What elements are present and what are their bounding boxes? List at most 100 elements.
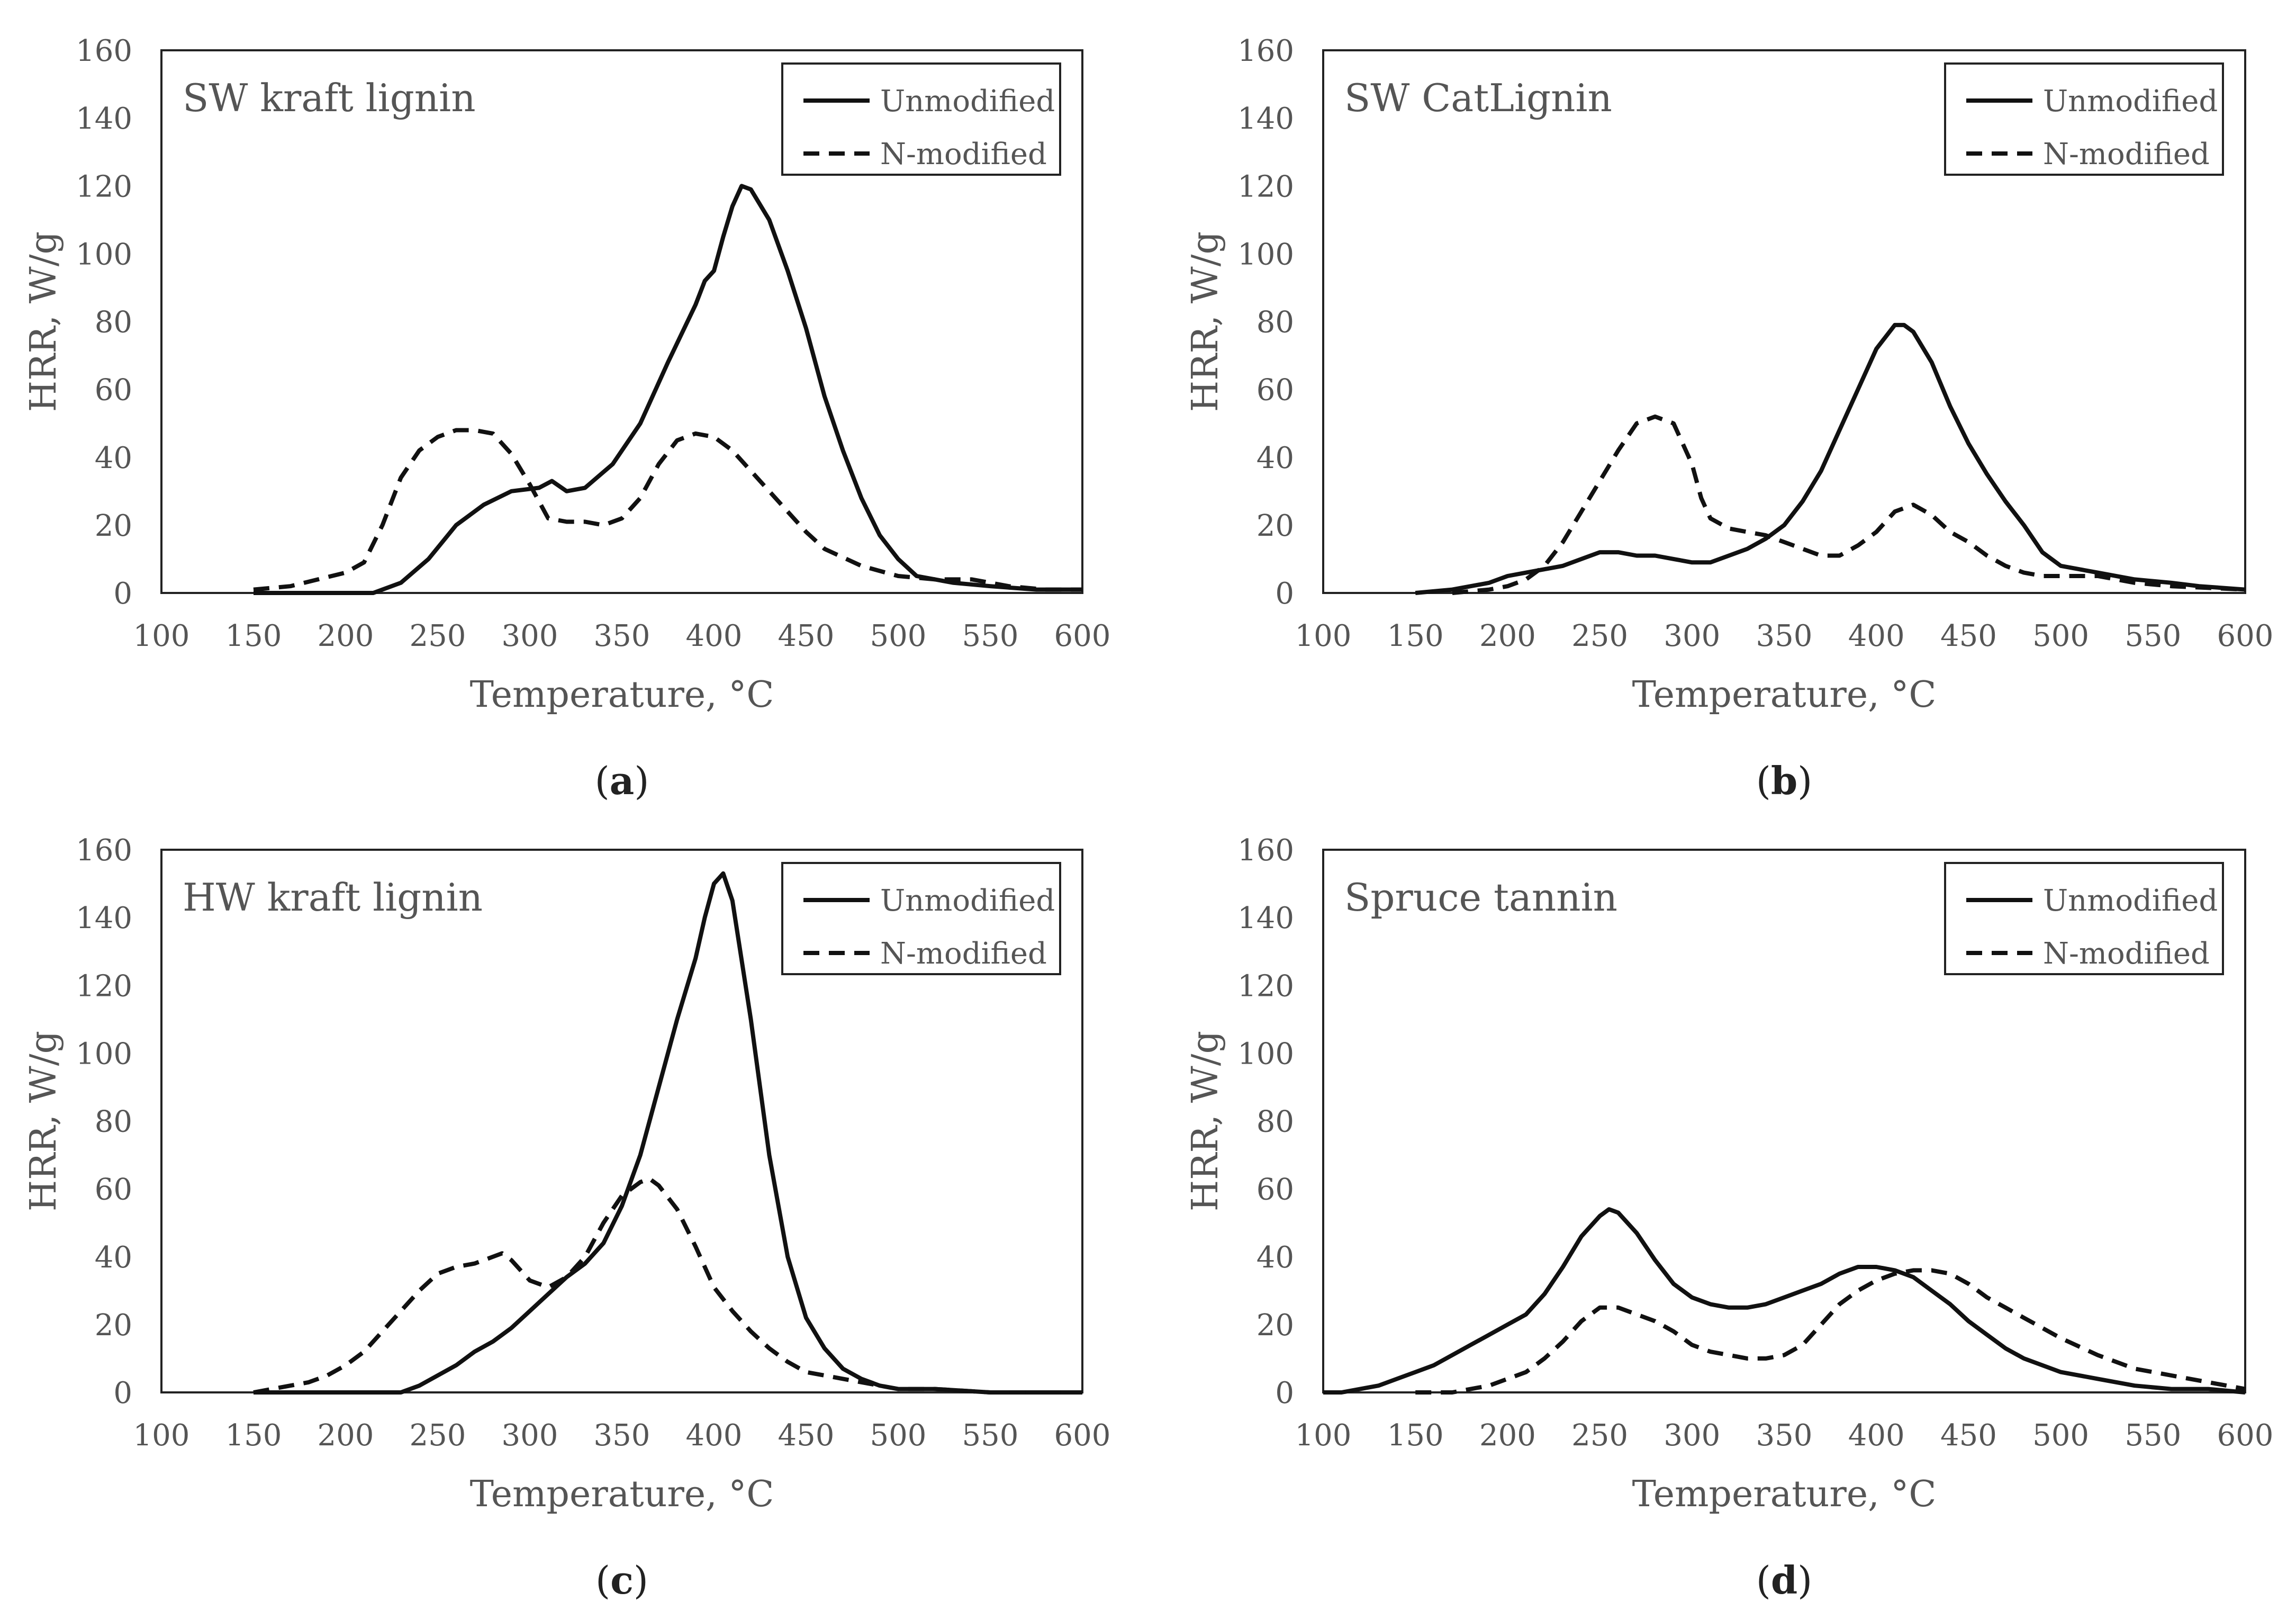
legend-entry: Unmodified (880, 84, 1055, 119)
panel-caption: (c) (595, 1558, 648, 1601)
chart-title: SW CatLignin (1344, 76, 1612, 120)
series-line-n-modified (253, 1176, 1082, 1395)
x-tick-label: 150 (225, 1418, 282, 1453)
y-tick-label: 60 (95, 373, 132, 408)
y-tick-label: 120 (76, 169, 132, 204)
series-line-n-modified (1452, 414, 2246, 595)
x-tick-label: 400 (1848, 619, 1905, 653)
y-tick-label: 20 (1257, 509, 1294, 543)
x-tick-label: 500 (2032, 619, 2089, 653)
x-tick-label: 600 (2217, 619, 2274, 653)
x-tick-label: 350 (1756, 1418, 1813, 1453)
x-tick-label: 300 (502, 619, 558, 653)
legend-box (781, 862, 1061, 975)
y-tick-label: 160 (76, 34, 132, 68)
x-tick-label: 600 (2217, 1418, 2274, 1453)
y-tick-label: 0 (113, 1376, 132, 1410)
chart-panel-b: 0 20 40 60 80 100 120 140 160 100 150 200 250 300 350 4… (1185, 34, 2273, 803)
x-tick-label: 350 (1756, 619, 1813, 653)
legend: Unmodified N-modified (1944, 862, 2224, 975)
x-tick-label: 400 (686, 619, 743, 653)
y-tick-label: 140 (76, 901, 132, 936)
x-tick-label: 250 (410, 1418, 466, 1453)
x-axis-label: Temperature, °C (1632, 1473, 1937, 1515)
y-tick-label: 160 (76, 833, 132, 868)
x-tick-label: 400 (686, 1418, 743, 1453)
y-tick-label: 20 (95, 509, 132, 543)
legend-entry: Unmodified (2043, 884, 2218, 918)
x-tick-label: 450 (1940, 619, 1997, 653)
x-axis-label: Temperature, °C (470, 674, 774, 716)
panel-letter: b (1771, 758, 1797, 803)
x-tick-label: 250 (1571, 619, 1628, 653)
y-axis-label: HRR, W/g (1185, 1031, 1226, 1211)
x-tick-label: 500 (870, 619, 927, 653)
x-tick-label: 550 (2125, 1418, 2181, 1453)
y-tick-label: 0 (113, 577, 132, 611)
chart-title: SW kraft lignin (183, 76, 476, 120)
series-line-n-modified (253, 428, 1082, 592)
x-tick-label: 550 (962, 619, 1019, 653)
series-line-n-modified (1415, 1268, 2246, 1395)
x-tick-label: 500 (870, 1418, 927, 1453)
x-tick-label: 150 (1387, 1418, 1444, 1453)
y-tick-label: 40 (95, 441, 132, 475)
panel-caption: (b) (1756, 758, 1813, 803)
x-tick-label: 300 (1664, 1418, 1720, 1453)
x-tick-label: 200 (318, 619, 374, 653)
x-tick-label: 150 (1387, 619, 1444, 653)
y-tick-label: 100 (1237, 1037, 1294, 1071)
chart-panel-d: 0 20 40 60 80 100 120 140 160 100 150 200 250 300 350 4… (1185, 833, 2273, 1601)
panel-letter: c (610, 1558, 634, 1601)
y-tick-label: 60 (95, 1173, 132, 1207)
panel-caption: (a) (595, 758, 649, 803)
legend-entry: Unmodified (2043, 84, 2218, 119)
x-axis-label: Temperature, °C (1632, 674, 1937, 716)
x-tick-label: 500 (2032, 1418, 2089, 1453)
panel-letter: a (610, 758, 635, 803)
legend: Unmodified N-modified (781, 62, 1061, 176)
x-tick-label: 450 (1940, 1418, 1997, 1453)
panel-caption: (d) (1756, 1558, 1813, 1601)
y-tick-label: 120 (1237, 169, 1294, 204)
x-tick-label: 300 (502, 1418, 558, 1453)
x-tick-label: 600 (1054, 1418, 1111, 1453)
chart-title: Spruce tannin (1344, 875, 1617, 920)
series-line-unmodified (1415, 322, 2246, 595)
y-tick-label: 100 (76, 237, 132, 272)
x-tick-label: 450 (778, 1418, 835, 1453)
y-tick-label: 60 (1257, 373, 1294, 408)
y-tick-label: 160 (1237, 833, 1294, 868)
x-tick-label: 400 (1848, 1418, 1905, 1453)
x-tick-label: 100 (133, 1418, 190, 1453)
y-axis-label: HRR, W/g (23, 1031, 65, 1211)
y-tick-label: 80 (1257, 1105, 1294, 1139)
x-tick-label: 200 (1479, 1418, 1536, 1453)
y-tick-label: 20 (95, 1308, 132, 1343)
y-tick-label: 60 (1257, 1173, 1294, 1207)
y-tick-label: 140 (1237, 901, 1294, 936)
legend-entry: N-modified (2043, 137, 2210, 172)
x-tick-label: 100 (1295, 1418, 1352, 1453)
series-line-unmodified (254, 184, 1082, 595)
panel-letter: d (1771, 1558, 1797, 1601)
x-tick-label: 550 (2125, 619, 2181, 653)
x-tick-label: 300 (1664, 619, 1720, 653)
y-tick-label: 80 (1257, 305, 1294, 340)
y-tick-label: 100 (1237, 237, 1294, 272)
legend-entry: N-modified (880, 137, 1047, 172)
x-tick-label: 450 (778, 619, 835, 653)
plot-frame (1322, 49, 2246, 594)
legend-box (781, 62, 1061, 176)
legend-entry: N-modified (880, 937, 1047, 971)
y-tick-label: 20 (1257, 1308, 1294, 1343)
x-tick-label: 550 (962, 1418, 1019, 1453)
plot-frame (1322, 849, 2246, 1393)
chart-title: HW kraft lignin (183, 875, 483, 920)
x-tick-label: 600 (1054, 619, 1111, 653)
legend: Unmodified N-modified (1944, 62, 2224, 176)
x-tick-label: 150 (225, 619, 282, 653)
chart-panel-a: 0 20 40 60 80 100 120 140 160 100 150 200 250 300 350 4… (23, 34, 1110, 803)
y-tick-label: 40 (1257, 1240, 1294, 1275)
